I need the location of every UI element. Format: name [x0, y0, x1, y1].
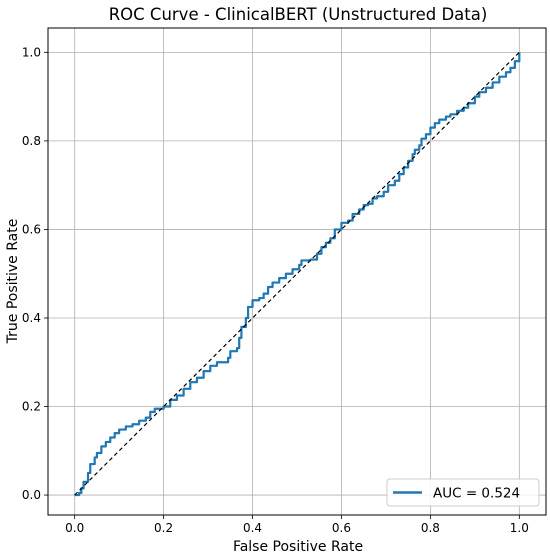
- plot-series: [74, 51, 521, 497]
- roc-curve-line: [74, 52, 521, 497]
- y-tick-label: 1.0: [22, 45, 41, 59]
- y-tick-label: 0.4: [22, 311, 41, 325]
- y-axis-label: True Positive Rate: [5, 219, 21, 345]
- x-tick-label: 0.0: [65, 521, 84, 535]
- y-tick-label: 0.0: [22, 488, 41, 502]
- x-tick-label: 0.2: [154, 521, 173, 535]
- x-axis-label: False Positive Rate: [233, 539, 363, 555]
- x-ticks: 0.0 0.2 0.4 0.6 0.8 1.0: [65, 515, 529, 535]
- plot-frame: [47, 27, 547, 516]
- x-tick-label: 1.0: [510, 521, 529, 535]
- y-tick-label: 0.2: [22, 400, 41, 414]
- legend-label: AUC = 0.524: [433, 486, 520, 502]
- x-tick-label: 0.4: [243, 521, 262, 535]
- y-tick-label: 0.8: [22, 134, 41, 148]
- x-tick-label: 0.6: [332, 521, 351, 535]
- x-tick-label: 0.8: [421, 521, 440, 535]
- legend: AUC = 0.524: [386, 478, 540, 507]
- chance-diagonal-line: [74, 51, 520, 496]
- chart-title: ROC Curve - ClinicalBERT (Unstructured D…: [109, 5, 488, 24]
- y-ticks: 0.0 0.2 0.4 0.6 0.8 1.0: [22, 45, 48, 502]
- grid: [48, 28, 546, 515]
- y-tick-label: 0.6: [22, 222, 41, 236]
- legend-box: [386, 478, 540, 507]
